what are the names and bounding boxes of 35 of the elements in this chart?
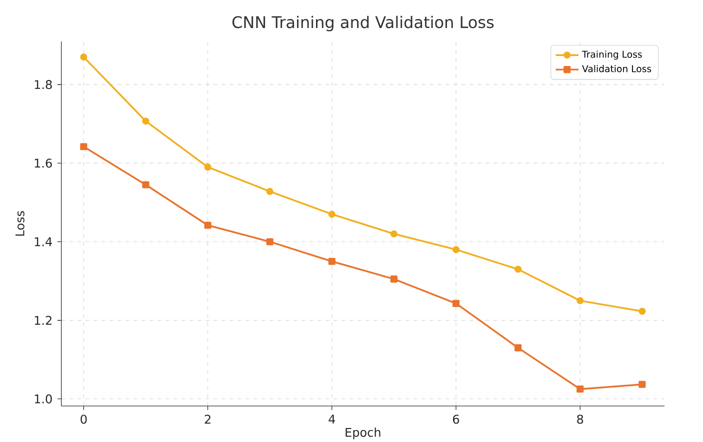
point	[142, 118, 150, 125]
point	[638, 308, 646, 315]
x-tick-label: 6	[453, 414, 460, 424]
point	[80, 54, 88, 61]
point	[204, 222, 212, 229]
point	[638, 380, 646, 388]
point	[514, 266, 522, 273]
point	[576, 386, 584, 393]
point	[452, 300, 460, 307]
y-axis-title: Loss	[15, 211, 24, 236]
x-tick-label: 4	[328, 414, 336, 424]
legend-label: Validation Loss	[582, 65, 652, 72]
point	[328, 210, 336, 218]
point	[266, 238, 274, 246]
point	[576, 297, 584, 304]
y-tick-label: 1.6	[34, 158, 52, 168]
x-axis-title: Epoch	[346, 428, 380, 440]
chart-title: CNN Training and Validation Loss	[232, 16, 494, 32]
point	[452, 246, 460, 254]
x-tick-label: 2	[204, 414, 210, 424]
y-tick-label: 1.0	[34, 394, 52, 404]
y-tick-label: 1.4	[34, 237, 52, 246]
point	[142, 181, 150, 188]
point	[204, 164, 212, 171]
x-tick-label: 0	[80, 414, 87, 424]
x-tick-label: 8	[577, 414, 584, 424]
y-tick-label: 1.2	[34, 316, 52, 325]
point	[390, 230, 398, 238]
point	[328, 258, 336, 265]
y-tick-label: 1.8	[34, 80, 52, 90]
point	[266, 188, 274, 195]
point	[390, 276, 398, 283]
point	[80, 143, 88, 150]
legend-label: Training Loss	[582, 50, 642, 60]
point	[514, 344, 522, 352]
